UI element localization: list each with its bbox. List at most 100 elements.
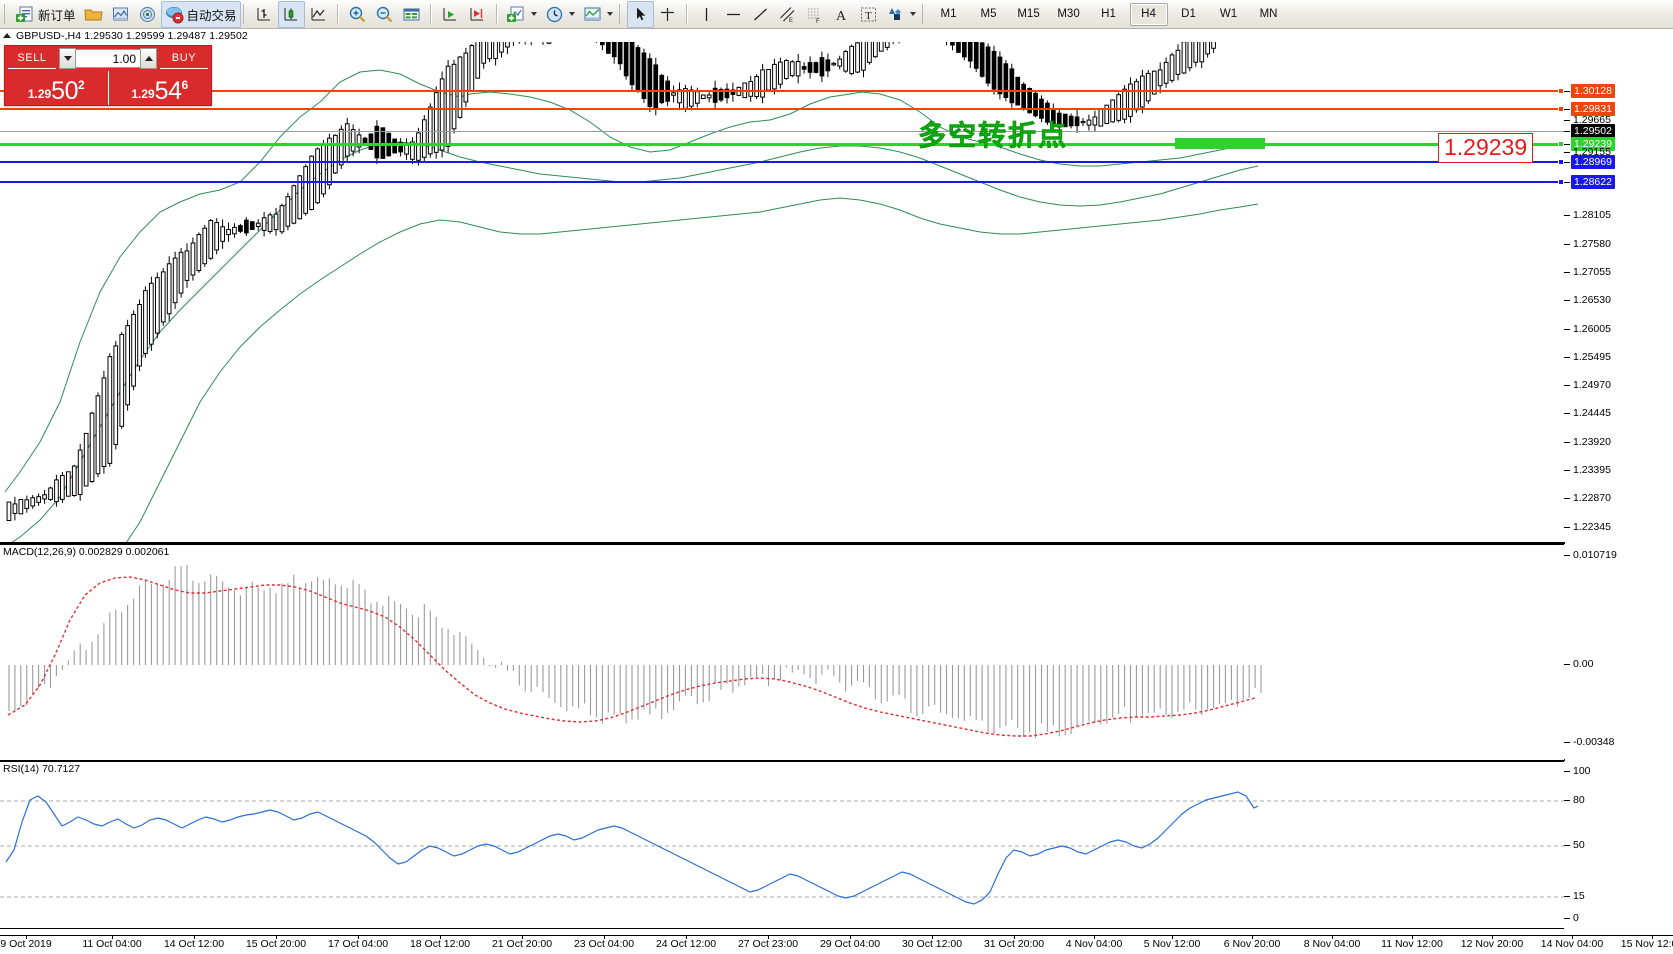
autotrading-button[interactable]: 自动交易 [160,0,241,28]
equidistant-channel-button[interactable]: E [774,1,801,28]
candle-body [505,42,510,48]
chevron-down-icon-2[interactable] [568,12,575,16]
volume-increase-button[interactable] [140,48,157,69]
shapes-button[interactable] [882,1,920,28]
rsi-axis[interactable]: 100 80 50 15 0 [1564,761,1673,927]
volume-stepper[interactable]: 1.00 [59,48,157,69]
text-button[interactable]: A [828,1,855,28]
line-chart-button[interactable] [305,1,332,28]
timeframe-h4[interactable]: H4 [1129,2,1168,26]
crosshair-button[interactable] [654,1,681,28]
resistance-line-2[interactable] [0,108,1564,110]
pivot-highlight-marker[interactable] [1175,138,1265,149]
chevron-down-icon-3[interactable] [606,12,613,16]
zoom-in-button[interactable] [344,1,371,28]
price-pane[interactable] [0,42,1564,544]
candle-body [427,106,433,155]
bar-chart-button[interactable] [251,1,278,28]
volume-input[interactable]: 1.00 [76,49,140,68]
new-order-button[interactable]: 新订单 [12,1,80,28]
price-level-label-1.29502[interactable]: 1.29502 [1571,124,1615,138]
candle-body [724,88,730,99]
timeframe-m15[interactable]: M15 [1017,8,1040,20]
chart-area[interactable]: 1.30128 1.29831 1.29665 1.29502 1.29239 1.291… [0,42,1673,935]
period-button[interactable] [541,1,579,28]
macd-axis-label: -0.00348 [1573,736,1615,748]
vertical-line-button[interactable] [693,1,720,28]
level-handle-1[interactable] [1558,88,1564,94]
chart-shift-icon [468,5,487,24]
cursor-button[interactable] [626,0,654,28]
price-axis-label: 1.26005 [1573,323,1611,335]
folder-button[interactable] [80,1,107,28]
price-level-label-1.28622[interactable]: 1.28622 [1571,175,1615,189]
price-level-label-1.29239[interactable]: 1.29239 [1571,137,1615,151]
level-handle-5[interactable] [1558,179,1564,185]
resistance-line-1[interactable] [0,90,1564,92]
pivot-price-label-box[interactable]: 1.29239 [1438,133,1534,163]
chinese-annotation-text[interactable]: 多空转折点 [918,119,1069,153]
candle-body [291,185,297,224]
profiles-button[interactable] [107,1,134,28]
one-click-trading-panel[interactable]: SELL 1.00 BUY 1.29 50 2 1.29 54 6 [4,45,212,106]
candle-body [831,62,837,66]
time-axis-label: 8 Nov 04:00 [1303,938,1361,950]
price-level-label-1.30128[interactable]: 1.30128 [1571,84,1615,98]
support-line-2[interactable] [0,181,1564,183]
collapse-triangle-icon[interactable] [3,33,11,38]
toolbar-grip[interactable] [4,4,7,24]
candle-body [119,334,125,427]
level-handle-3[interactable] [1558,141,1564,147]
timeframe-m30[interactable]: M30 [1057,8,1080,20]
timeframe-mn[interactable]: MN [1259,8,1278,20]
level-handle-2[interactable] [1558,106,1564,112]
volume-decrease-button[interactable] [59,48,76,69]
support-line-1[interactable] [0,161,1564,163]
indicators-button[interactable] [503,1,541,28]
price-level-label-1.29831[interactable]: 1.29831 [1571,102,1615,116]
zoom-out-button[interactable] [371,1,398,28]
horizontal-line-button[interactable] [720,1,747,28]
toolbar-grip-2[interactable] [242,4,246,24]
pivot-line[interactable] [0,143,1564,146]
candle-body [83,432,89,487]
templates-button[interactable] [579,1,617,28]
candle-body [985,46,991,84]
candle-body [279,205,285,233]
timeframe-w1[interactable]: W1 [1219,8,1238,20]
symbol-ohlc-text: GBPUSD-,H4 1.29530 1.29599 1.29487 1.295… [16,29,248,42]
macd-pane[interactable]: MACD(12,26,9) 0.002829 0.002061 [0,544,1564,762]
candlestick-chart-button[interactable] [277,0,305,28]
auto-scroll-button[interactable] [437,1,464,28]
timeframe-d1[interactable]: D1 [1181,8,1196,20]
timeframe-m5[interactable]: M5 [980,8,997,20]
text-label-button[interactable]: T [855,1,882,28]
level-handle-4[interactable] [1558,159,1564,165]
candle-body [677,89,682,104]
toolbar-separator-3 [495,4,498,24]
price-level-label-1.28969[interactable]: 1.28969 [1571,155,1615,169]
chevron-down-icon[interactable] [530,12,537,16]
sell-price-quote[interactable]: 1.29 50 2 [5,71,109,105]
rsi-pane[interactable]: RSI(14) 70.7127 [0,761,1564,929]
toolbar-grip-3[interactable] [618,4,622,24]
time-tick [1652,936,1653,939]
market-watch-button[interactable] [134,1,161,28]
sell-button[interactable]: SELL [8,49,56,69]
candle-body [356,134,362,148]
time-axis[interactable]: 9 Oct 2019 11 Oct 04:00 14 Oct 12:00 15 Oct… [0,935,1673,954]
buy-price-quote[interactable]: 1.29 54 6 [109,71,212,105]
chevron-down-icon-4[interactable] [909,12,916,16]
fibonacci-button[interactable]: F [801,1,828,28]
candle-body [1163,61,1169,84]
trendline-button[interactable] [747,1,774,28]
chart-shift-button[interactable] [464,1,491,28]
buy-button[interactable]: BUY [160,49,208,69]
timeframe-h1[interactable]: H1 [1101,8,1116,20]
candle-body [641,52,647,99]
data-window-button[interactable] [398,1,425,28]
toolbar-grip-4[interactable] [921,4,925,24]
macd-axis[interactable]: 0.010719 0.00 -0.00348 [1564,544,1673,759]
price-axis[interactable]: 1.30128 1.29831 1.29665 1.29502 1.29239 1.291… [1564,42,1673,561]
timeframe-m1[interactable]: M1 [940,8,957,20]
